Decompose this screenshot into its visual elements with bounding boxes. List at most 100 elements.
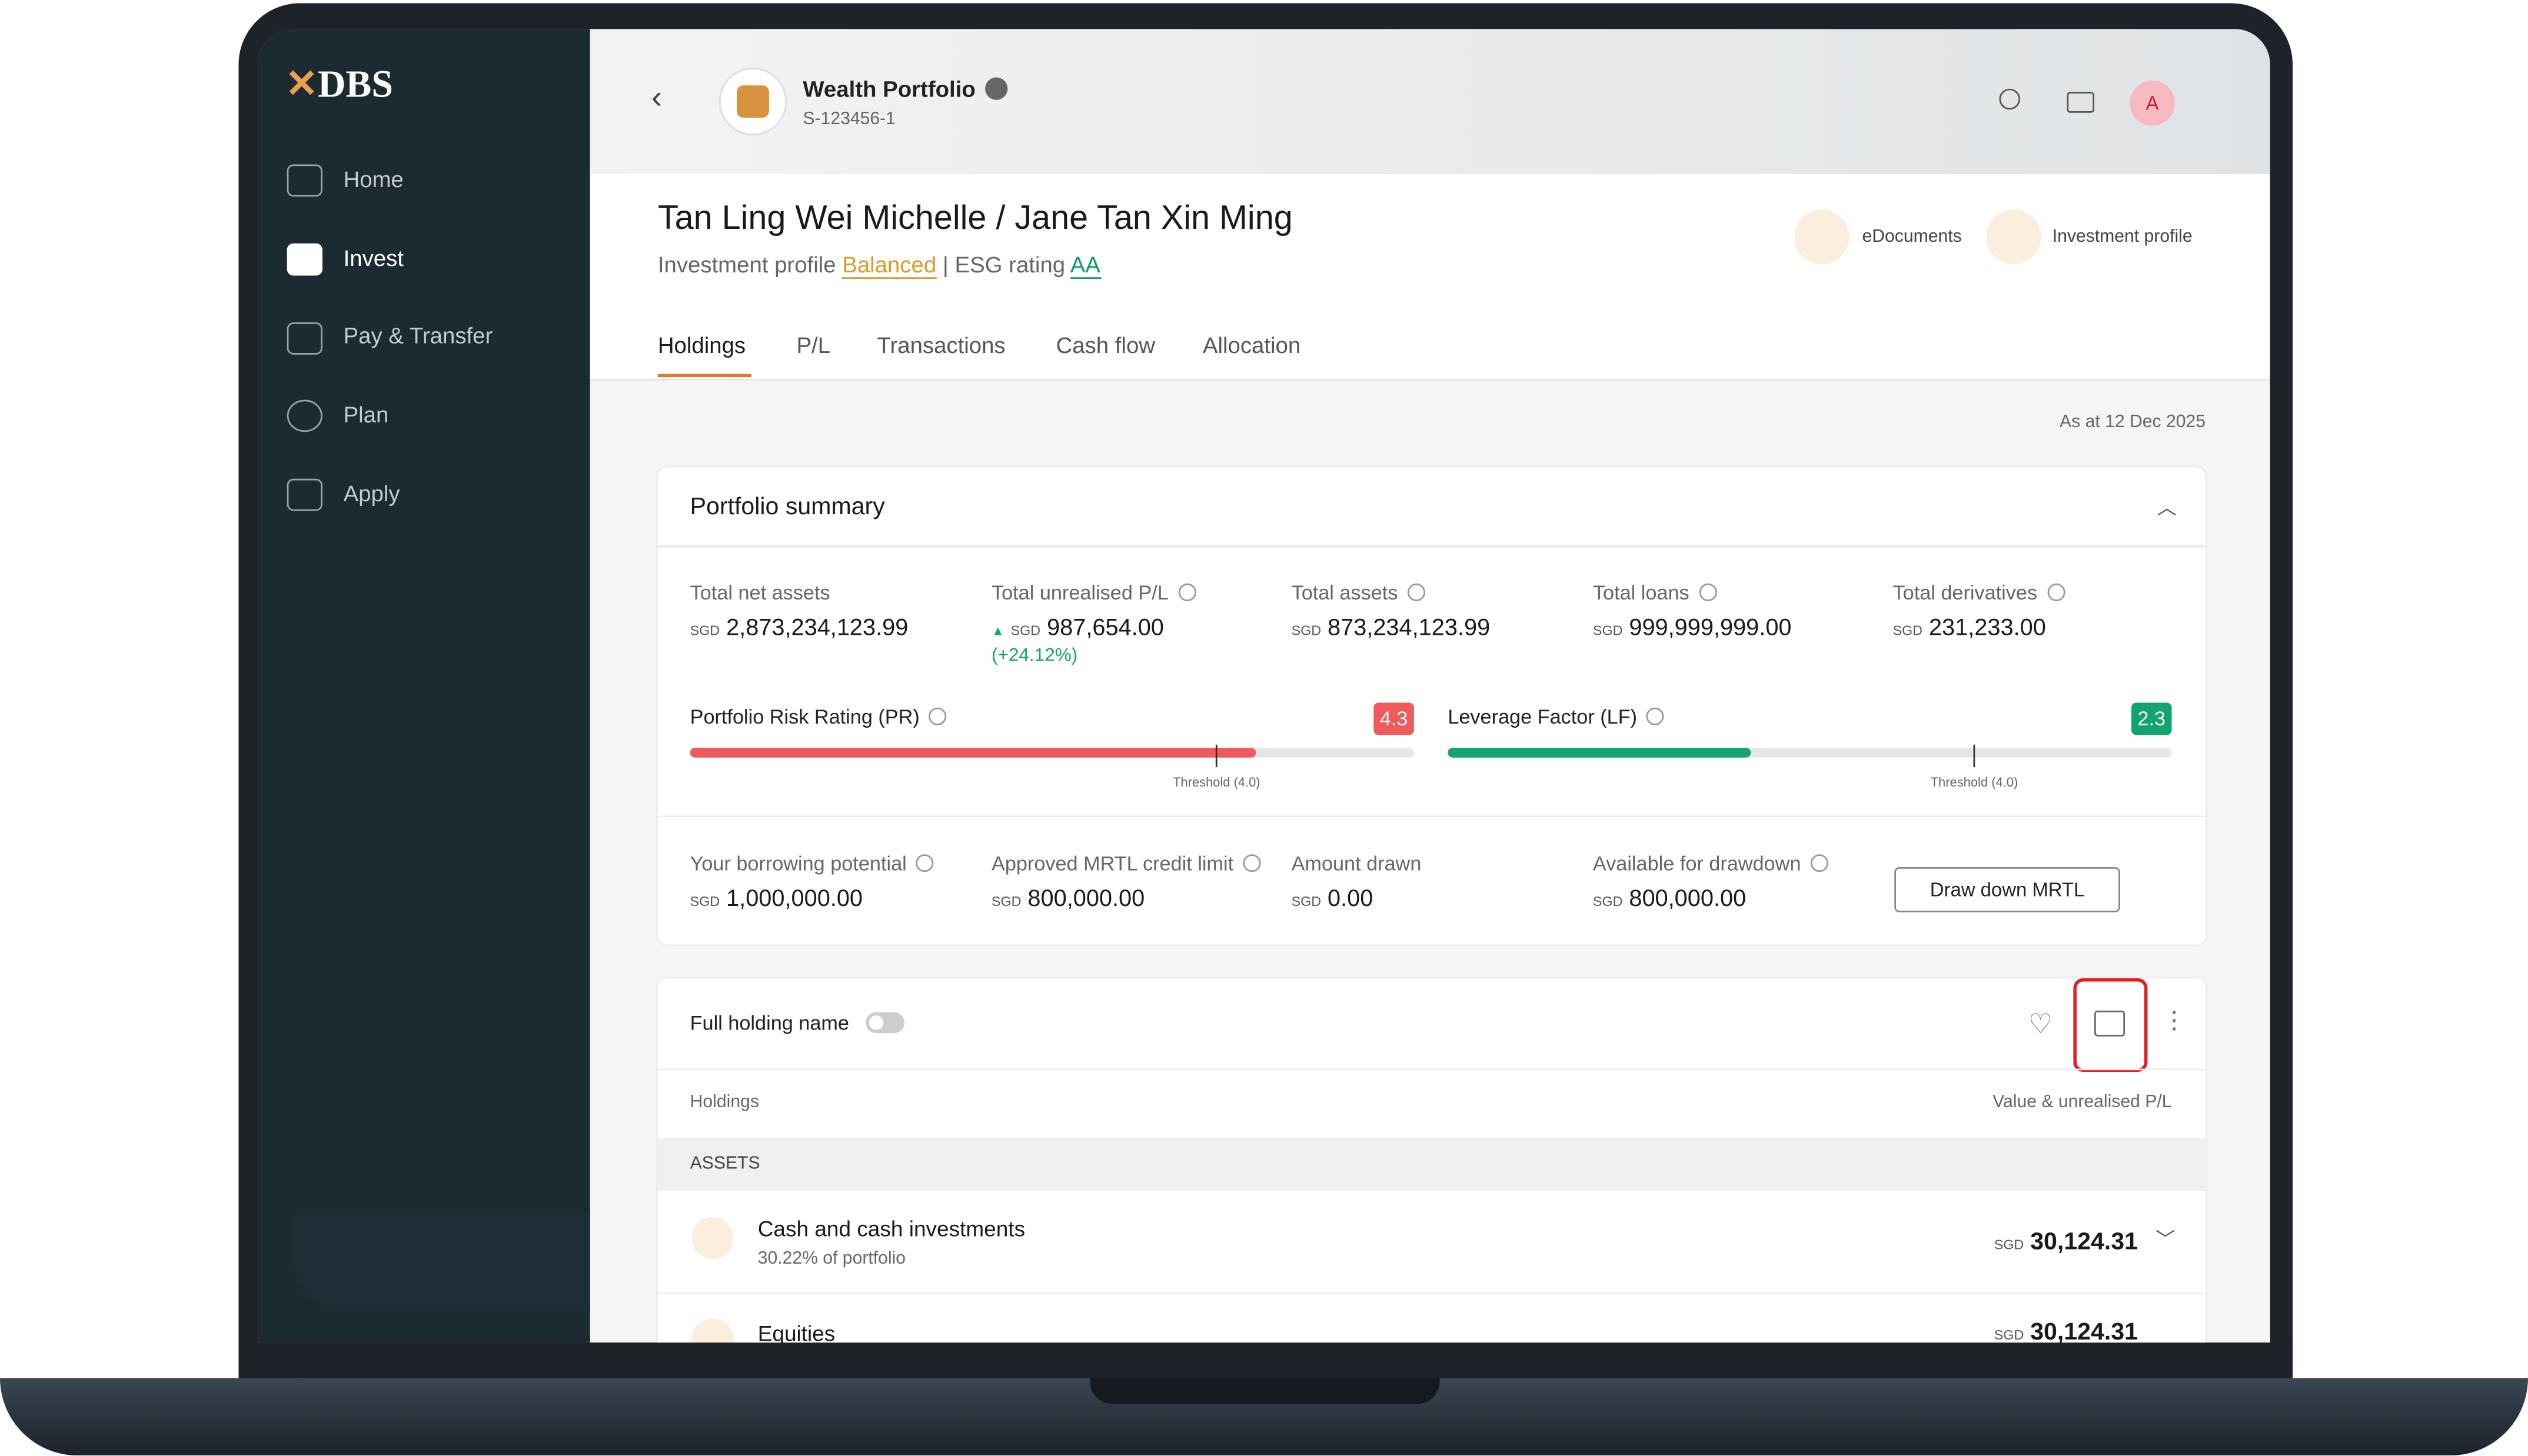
shape: Available for drawdown — [1592, 852, 1801, 875]
metric-label: Total unrealised P/L — [992, 579, 1196, 608]
metric-value: SGD 999,999,999.00 — [1593, 614, 1792, 643]
shape: 999,999,999.00 — [1629, 615, 1792, 642]
top-bar — [590, 29, 2270, 174]
shape — [287, 478, 322, 511]
tab[interactable]: P/L — [796, 332, 831, 358]
credit-label: Your borrowing potential — [690, 849, 934, 878]
credit-value: SGD 800,000.00 — [1593, 885, 1746, 914]
mail[interactable] — [2067, 92, 2095, 113]
threshold-label: Threshold (4.0) — [1930, 775, 2018, 790]
collapse[interactable]: ︿ — [2157, 496, 2177, 519]
shape: Leverage Factor (LF) — [1448, 706, 1638, 729]
shape: SGD — [690, 892, 720, 909]
shape: 0.00 — [1328, 886, 1373, 912]
credit-value: SGD 800,000.00 — [992, 885, 1145, 914]
col-header: Value & unrealised P/L — [1993, 1092, 2172, 1112]
shape: ▲ — [991, 624, 1004, 638]
threshold-mark — [1215, 744, 1218, 768]
shape: SGD — [1994, 1236, 2024, 1252]
shape: AA — [1070, 251, 1100, 279]
tab[interactable]: Holdings — [657, 332, 746, 358]
shape: Total net assets — [690, 582, 830, 605]
nav-item[interactable]: Plan — [343, 401, 389, 428]
client-name: Tan Ling Wei Michelle / Jane Tan Xin Min… — [657, 199, 1293, 237]
holding-value: SGD 30,124.31 — [1994, 1318, 2138, 1347]
shape: | ESG rating — [942, 251, 1066, 278]
shape — [1407, 583, 1426, 601]
metric-label: Total derivatives — [1893, 579, 2065, 608]
shape: SGD — [1291, 622, 1322, 638]
shape: Amount drawn — [1291, 852, 1422, 875]
credit-label: Available for drawdown — [1593, 849, 1828, 878]
brand: ✕DBS — [285, 61, 393, 108]
shape: SGD — [1291, 892, 1322, 909]
shape: SGD — [690, 622, 720, 638]
metric-value: ▲ SGD 987,654.00 — [992, 614, 1164, 643]
metric-value: SGD 873,234,123.99 — [1292, 614, 1491, 643]
shape: DBS — [318, 64, 393, 106]
shape — [287, 399, 322, 432]
action[interactable]: eDocuments — [1862, 227, 1962, 247]
shape: SGD — [1892, 622, 1922, 638]
shape: 231,233.00 — [1928, 615, 2046, 642]
threshold-mark — [1972, 744, 1975, 768]
shape — [294, 68, 551, 1325]
back[interactable]: ‹ — [651, 80, 663, 116]
shape: 30,124.31 — [2030, 1318, 2138, 1346]
notch — [1090, 1378, 1440, 1404]
nav-item[interactable]: Apply — [343, 480, 400, 507]
as-at: As at 12 Dec 2025 — [2060, 412, 2206, 432]
shape: Total derivatives — [1892, 582, 2038, 605]
holding-name: Equities — [757, 1321, 836, 1346]
client-header — [590, 174, 2270, 381]
shape — [1178, 583, 1196, 601]
highlight — [2073, 978, 2148, 1072]
toggle[interactable] — [866, 1012, 905, 1034]
nav-item[interactable]: Home — [343, 166, 404, 192]
shape: Balanced — [842, 251, 937, 279]
avatar[interactable]: A — [2130, 80, 2175, 126]
shape: 873,234,123.99 — [1328, 615, 1491, 642]
shape: Approved MRTL credit limit — [991, 852, 1234, 875]
shape — [657, 545, 2206, 548]
tab[interactable]: Cash flow — [1056, 332, 1155, 358]
search[interactable] — [1999, 88, 2020, 110]
metric-value: SGD 2,873,234,123.99 — [690, 614, 909, 643]
holding-value: SGD 30,124.31 — [1994, 1228, 2138, 1257]
nav-item[interactable]: Invest — [343, 245, 404, 271]
account: S-123456-1 — [803, 109, 896, 129]
shape: ✕ — [285, 64, 318, 106]
shape: 30,124.31 — [2030, 1228, 2138, 1256]
credit-value: SGD 0.00 — [1292, 885, 1373, 914]
shape: SGD — [1592, 892, 1623, 909]
holding-name: Cash and cash investments — [757, 1217, 1026, 1241]
risk-bar — [1448, 748, 1751, 758]
risk-bar — [690, 748, 1256, 758]
shape — [1794, 209, 1850, 265]
shape: SGD — [1010, 622, 1041, 638]
more[interactable]: ⋮ — [2162, 1007, 2187, 1035]
tab[interactable]: Transactions — [877, 332, 1006, 358]
tab[interactable]: Allocation — [1202, 332, 1301, 358]
metric-label: Total net assets — [690, 579, 830, 608]
shape: SGD — [1592, 622, 1623, 638]
shape — [2094, 1010, 2125, 1037]
favourite[interactable]: ♡ — [2028, 1009, 2053, 1040]
shape — [657, 374, 751, 378]
shape: 800,000.00 — [1629, 886, 1747, 912]
shape: Your borrowing potential — [690, 852, 907, 875]
metric-change: (+24.12%) — [991, 646, 1078, 666]
button[interactable]: Draw down MRTL — [1894, 867, 2120, 912]
risk-label: Portfolio Risk Rating (PR) — [690, 703, 947, 732]
toggle-label: Full holding name — [690, 1012, 849, 1035]
shape — [916, 854, 934, 872]
risk-badge: 2.3 — [2131, 702, 2172, 735]
sidebar: ✕DBS — [258, 29, 590, 1343]
shape — [657, 815, 2206, 818]
nav-item[interactable]: Pay & Transfer — [343, 322, 493, 348]
action[interactable]: Investment profile — [2052, 227, 2193, 247]
shape: SGD — [991, 892, 1022, 909]
shape — [1810, 854, 1828, 872]
shape — [1243, 854, 1261, 872]
